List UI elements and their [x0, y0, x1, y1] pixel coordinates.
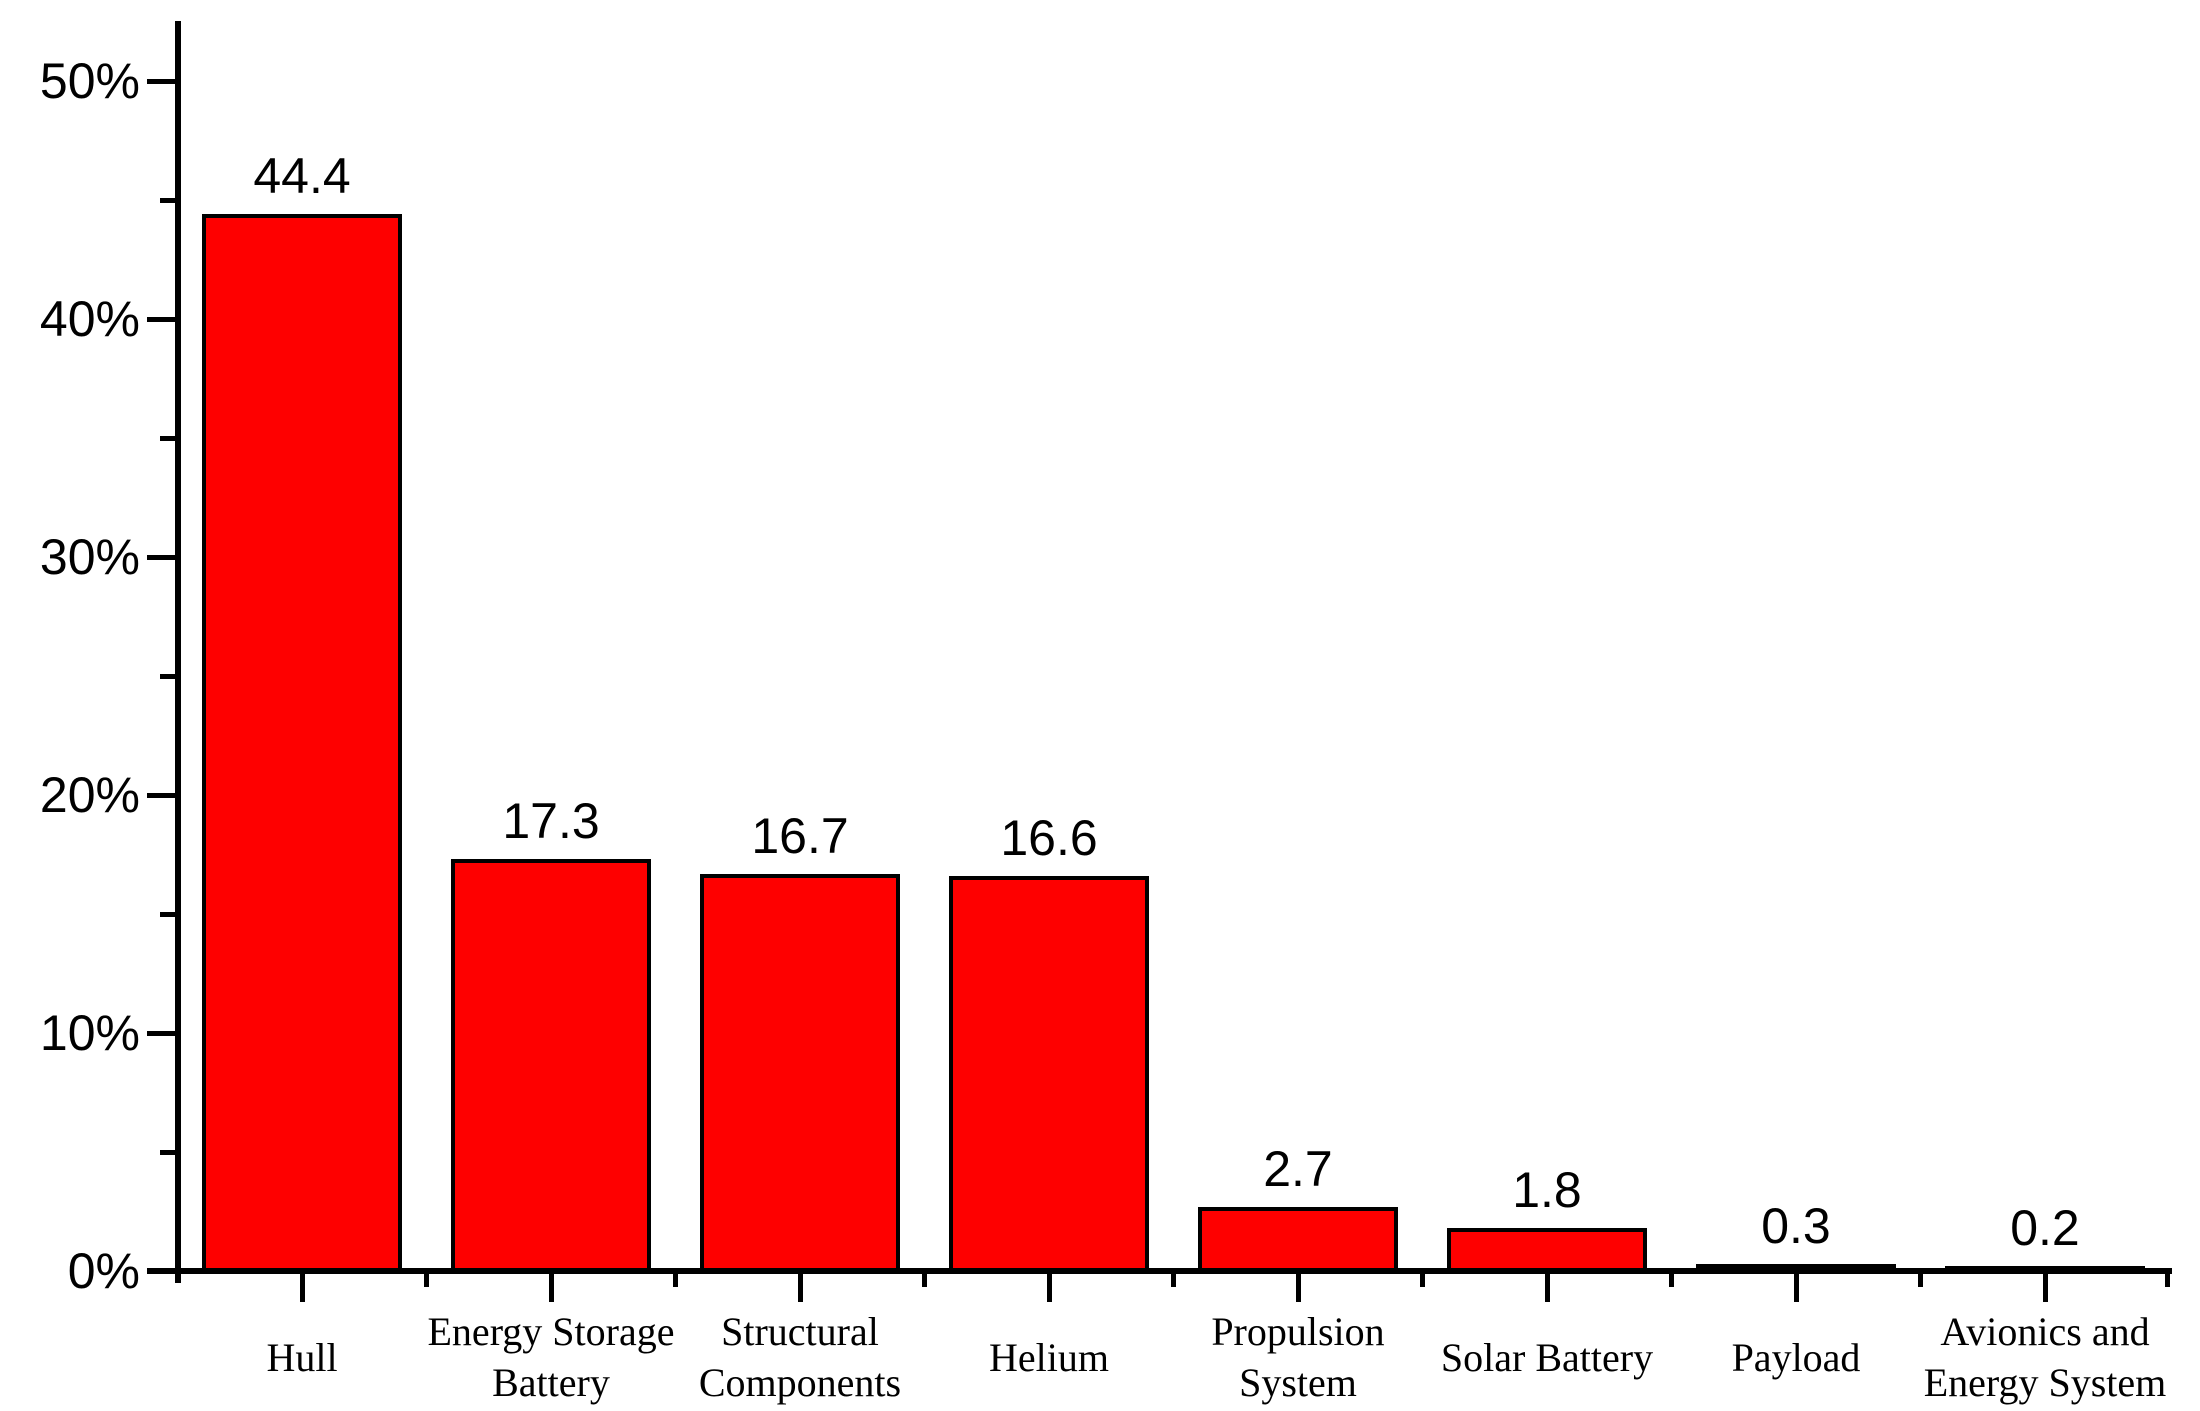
category-label-payload: Payload — [1731, 1334, 1861, 1380]
x-axis-center-tick — [2042, 1274, 2048, 1302]
y-axis-minor-tick — [160, 197, 175, 203]
y-axis-minor-tick — [160, 673, 175, 679]
y-axis-tick-label-40: 40% — [39, 291, 140, 347]
y-axis-minor-tick — [160, 911, 175, 917]
x-axis-boundary-tick — [1669, 1274, 1674, 1287]
bar-value-label-hull: 44.4 — [253, 148, 351, 204]
bar-hull — [202, 214, 402, 1274]
x-axis-center-tick — [797, 1274, 803, 1302]
y-axis-minor-tick — [160, 435, 175, 441]
x-axis-boundary-tick — [673, 1274, 678, 1287]
x-axis-boundary-tick — [1171, 1274, 1176, 1287]
x-axis-boundary-tick — [424, 1274, 429, 1287]
x-axis-center-tick — [548, 1274, 554, 1302]
y-axis-tick-label-20: 20% — [39, 767, 140, 823]
bar-structural-components — [700, 874, 900, 1274]
y-axis-major-tick — [147, 316, 175, 322]
bar-value-label-payload: 0.3 — [1761, 1198, 1831, 1254]
bar-value-label-avionics-and-energy-system: 0.2 — [2010, 1200, 2080, 1256]
bar-propulsion-system — [1198, 1207, 1398, 1274]
bar-value-label-propulsion-system: 2.7 — [1263, 1141, 1333, 1197]
y-axis-tick-label-30: 30% — [39, 529, 140, 585]
y-axis-major-tick — [147, 554, 175, 560]
category-label-avionics-and-energy-system: Avionics and Energy System — [1923, 1309, 2167, 1405]
y-axis-major-tick — [147, 1030, 175, 1036]
category-label-energy-storage-battery: Energy Storage Battery — [427, 1309, 675, 1405]
y-axis-tick-label-10: 10% — [39, 1005, 140, 1061]
y-axis-minor-tick — [160, 1149, 175, 1155]
x-axis-center-tick — [1046, 1274, 1052, 1302]
category-label-solar-battery: Solar Battery — [1440, 1334, 1654, 1380]
category-label-hull: Hull — [266, 1334, 338, 1380]
x-axis-boundary-tick — [922, 1274, 927, 1287]
y-axis-major-tick — [147, 792, 175, 798]
y-axis-major-tick — [147, 78, 175, 84]
x-axis-boundary-tick — [1420, 1274, 1425, 1287]
category-label-propulsion-system: Propulsion System — [1211, 1309, 1385, 1405]
y-axis-line — [175, 21, 181, 1283]
bar-energy-storage-battery — [451, 859, 651, 1274]
bar-value-label-structural-components: 16.7 — [751, 808, 849, 864]
x-axis-center-tick — [1295, 1274, 1301, 1302]
x-axis-center-tick — [1793, 1274, 1799, 1302]
bar-value-label-helium: 16.6 — [1000, 810, 1098, 866]
x-axis-line — [147, 1268, 2172, 1274]
category-label-helium: Helium — [989, 1334, 1109, 1380]
x-axis-end-tick — [2165, 1274, 2170, 1287]
x-axis-center-tick — [1544, 1274, 1550, 1302]
category-label-structural-components: Structural Components — [698, 1309, 902, 1405]
y-axis-tick-label-0: 0% — [67, 1243, 140, 1299]
x-axis-center-tick — [299, 1274, 305, 1302]
bar-helium — [949, 876, 1149, 1274]
y-axis-tick-label-50: 50% — [39, 53, 140, 109]
bar-value-label-energy-storage-battery: 17.3 — [502, 793, 600, 849]
x-axis-boundary-tick — [1918, 1274, 1923, 1287]
bar-value-label-solar-battery: 1.8 — [1512, 1162, 1582, 1218]
bar-solar-battery — [1447, 1228, 1647, 1274]
